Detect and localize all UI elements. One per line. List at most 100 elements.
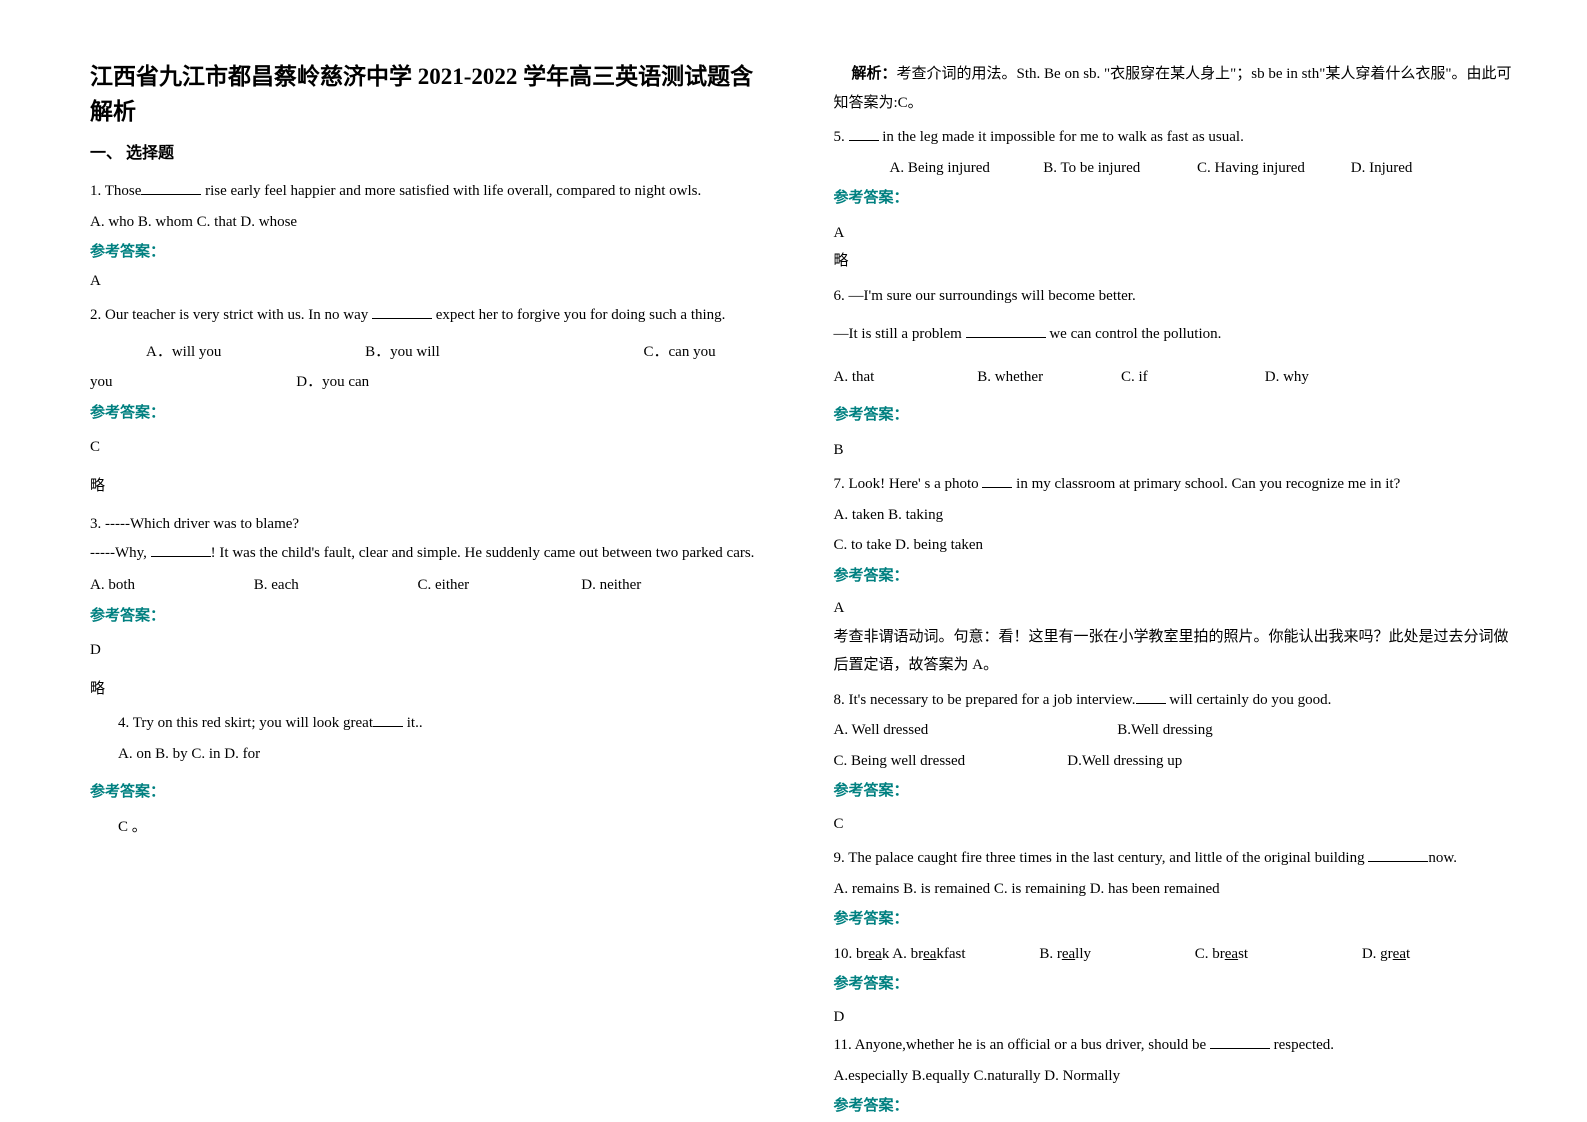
blank xyxy=(1210,1036,1270,1050)
left-column: 江西省九江市都昌蔡岭慈济中学 2021-2022 学年高三英语测试题含解析 一、… xyxy=(90,60,814,1082)
q10-t3: kfast xyxy=(936,946,965,962)
q1-text-b: rise early feel happier and more satisfi… xyxy=(201,183,701,199)
q4-text-a: 4. Try on this red skirt; you will look … xyxy=(118,715,373,731)
answer-label: 参考答案： xyxy=(834,401,1518,430)
q3-note: 略 xyxy=(90,675,774,704)
q5-answer: A xyxy=(834,219,1518,248)
q3-opt-b: B. each xyxy=(254,571,374,600)
blank xyxy=(1368,849,1428,863)
answer-label: 参考答案： xyxy=(834,1092,1518,1121)
answer-label: 参考答案： xyxy=(90,238,774,267)
q4-answer: C 。 xyxy=(118,813,774,842)
q4-explain: 解析：考查介词的用法。Sth. Be on sb. "衣服穿在某人身上"；sb … xyxy=(834,60,1518,117)
q8-options-r1: A. Well dressed B.Well dressing xyxy=(834,716,1518,745)
q5-opt-a: A. Being injured xyxy=(890,154,1040,183)
q7-answer: A xyxy=(834,594,1518,623)
question-6-line2: —It is still a problem we can control th… xyxy=(834,320,1518,349)
question-10: 10. break A. breakfast B. really C. brea… xyxy=(834,940,1518,969)
q5-opt-b: B. To be injured xyxy=(1043,154,1193,183)
answer-label: 参考答案： xyxy=(834,777,1518,806)
q3-opt-d: D. neither xyxy=(581,571,641,600)
q10-t2: k A. br xyxy=(882,946,923,962)
q3-options: A. both B. each C. either D. neither xyxy=(90,571,774,600)
q8-text-b: will certainly do you good. xyxy=(1166,692,1332,708)
question-11: 11. Anyone,whether he is an official or … xyxy=(834,1031,1518,1060)
q2-text-a: 2. Our teacher is very strict with us. I… xyxy=(90,307,372,323)
q5-text-b: in the leg made it impossible for me to … xyxy=(879,129,1244,145)
q3-opt-c: C. either xyxy=(418,571,538,600)
q1-options: A. who B. whom C. that D. whose xyxy=(90,208,774,237)
q2-opt-c: C．can you xyxy=(644,338,716,367)
q6-opt-a: A. that xyxy=(834,363,974,392)
blank xyxy=(141,182,201,196)
answer-label: 参考答案： xyxy=(834,184,1518,213)
q5-opt-c: C. Having injured xyxy=(1197,154,1347,183)
q10-u2: ea xyxy=(923,946,936,962)
q2-options-row1: A．will you B．you will C．can you xyxy=(90,338,774,367)
q8-opt-d: D.Well dressing up xyxy=(1067,753,1182,769)
question-1: 1. Those rise early feel happier and mor… xyxy=(90,177,774,206)
q11-text-b: respected. xyxy=(1270,1037,1334,1053)
answer-label: 参考答案： xyxy=(90,778,774,807)
q2-options-row2: you D．you can xyxy=(90,368,774,397)
answer-label: 参考答案： xyxy=(834,970,1518,999)
question-7: 7. Look! Here' s a photo in my classroom… xyxy=(834,470,1518,499)
q10-t1: 10. br xyxy=(834,946,869,962)
answer-label: 参考答案： xyxy=(834,905,1518,934)
question-8: 8. It's necessary to be prepared for a j… xyxy=(834,686,1518,715)
q9-text-a: 9. The palace caught fire three times in… xyxy=(834,850,1369,866)
doc-title: 江西省九江市都昌蔡岭慈济中学 2021-2022 学年高三英语测试题含解析 xyxy=(90,60,774,129)
q10-opt-b: B. really xyxy=(1039,946,1091,962)
blank xyxy=(849,128,879,142)
q7-text-a: 7. Look! Here' s a photo xyxy=(834,476,983,492)
q10-u1: ea xyxy=(869,946,882,962)
question-3-line2: -----Why, ! It was the child's fault, cl… xyxy=(90,539,774,568)
q10-opt-d: D. great xyxy=(1362,946,1410,962)
answer-label: 参考答案： xyxy=(90,602,774,631)
q5-note: 略 xyxy=(834,247,1518,276)
q4-options: A. on B. by C. in D. for xyxy=(118,740,774,769)
q6-opt-c: C. if xyxy=(1121,363,1261,392)
q7-options-1: A. taken B. taking xyxy=(834,501,1518,530)
q5-options: A. Being injured B. To be injured C. Hav… xyxy=(890,154,1518,183)
q9-text-b: now. xyxy=(1428,850,1457,866)
answer-label: 参考答案： xyxy=(90,399,774,428)
q7-options-2: C. to take D. being taken xyxy=(834,531,1518,560)
explain-text: 考查介词的用法。Sth. Be on sb. "衣服穿在某人身上"；sb be … xyxy=(834,66,1512,111)
q2-opt-c-cont: you xyxy=(90,368,113,397)
q6-opt-d: D. why xyxy=(1265,363,1309,392)
blank xyxy=(982,475,1012,489)
blank xyxy=(372,306,432,320)
blank xyxy=(373,714,403,728)
question-6-line1: 6. —I'm sure our surroundings will becom… xyxy=(834,282,1518,311)
explain-label: 解析： xyxy=(852,66,897,82)
question-9: 9. The palace caught fire three times in… xyxy=(834,844,1518,873)
blank xyxy=(151,543,211,557)
page-root: 江西省九江市都昌蔡岭慈济中学 2021-2022 学年高三英语测试题含解析 一、… xyxy=(0,0,1587,1122)
q7-note: 考查非谓语动词。句意：看！这里有一张在小学教室里拍的照片。你能认出我来吗？此处是… xyxy=(834,623,1518,680)
q2-note: 略 xyxy=(90,472,774,501)
q3-answer: D xyxy=(90,636,774,665)
q8-opt-b: B.Well dressing xyxy=(1117,722,1212,738)
question-4: 4. Try on this red skirt; you will look … xyxy=(118,709,774,738)
q10-answer: D xyxy=(834,1003,1518,1032)
right-column: 解析：考查介词的用法。Sth. Be on sb. "衣服穿在某人身上"；sb … xyxy=(814,60,1538,1082)
question-3-line1: 3. -----Which driver was to blame? xyxy=(90,510,774,539)
question-2: 2. Our teacher is very strict with us. I… xyxy=(90,301,774,330)
q4-text-b: it.. xyxy=(403,715,423,731)
section-heading: 一、 选择题 xyxy=(90,139,774,169)
q11-options: A.especially B.equally C.naturally D. No… xyxy=(834,1062,1518,1091)
q3-l2b: ! It was the child's fault, clear and si… xyxy=(211,545,755,561)
q8-answer: C xyxy=(834,810,1518,839)
q6-answer: B xyxy=(834,436,1518,465)
q5-opt-d: D. Injured xyxy=(1351,154,1413,183)
q3-l2a: -----Why, xyxy=(90,545,151,561)
q7-text-b: in my classroom at primary school. Can y… xyxy=(1012,476,1400,492)
q6-l2a: —It is still a problem xyxy=(834,326,966,342)
q2-opt-a: A．will you xyxy=(146,338,221,367)
q9-options: A. remains B. is remained C. is remainin… xyxy=(834,875,1518,904)
q5-text-a: 5. xyxy=(834,129,849,145)
q1-answer: A xyxy=(90,267,774,296)
q6-l2b: we can control the pollution. xyxy=(1046,326,1222,342)
q2-text-b: expect her to forgive you for doing such… xyxy=(432,307,725,323)
